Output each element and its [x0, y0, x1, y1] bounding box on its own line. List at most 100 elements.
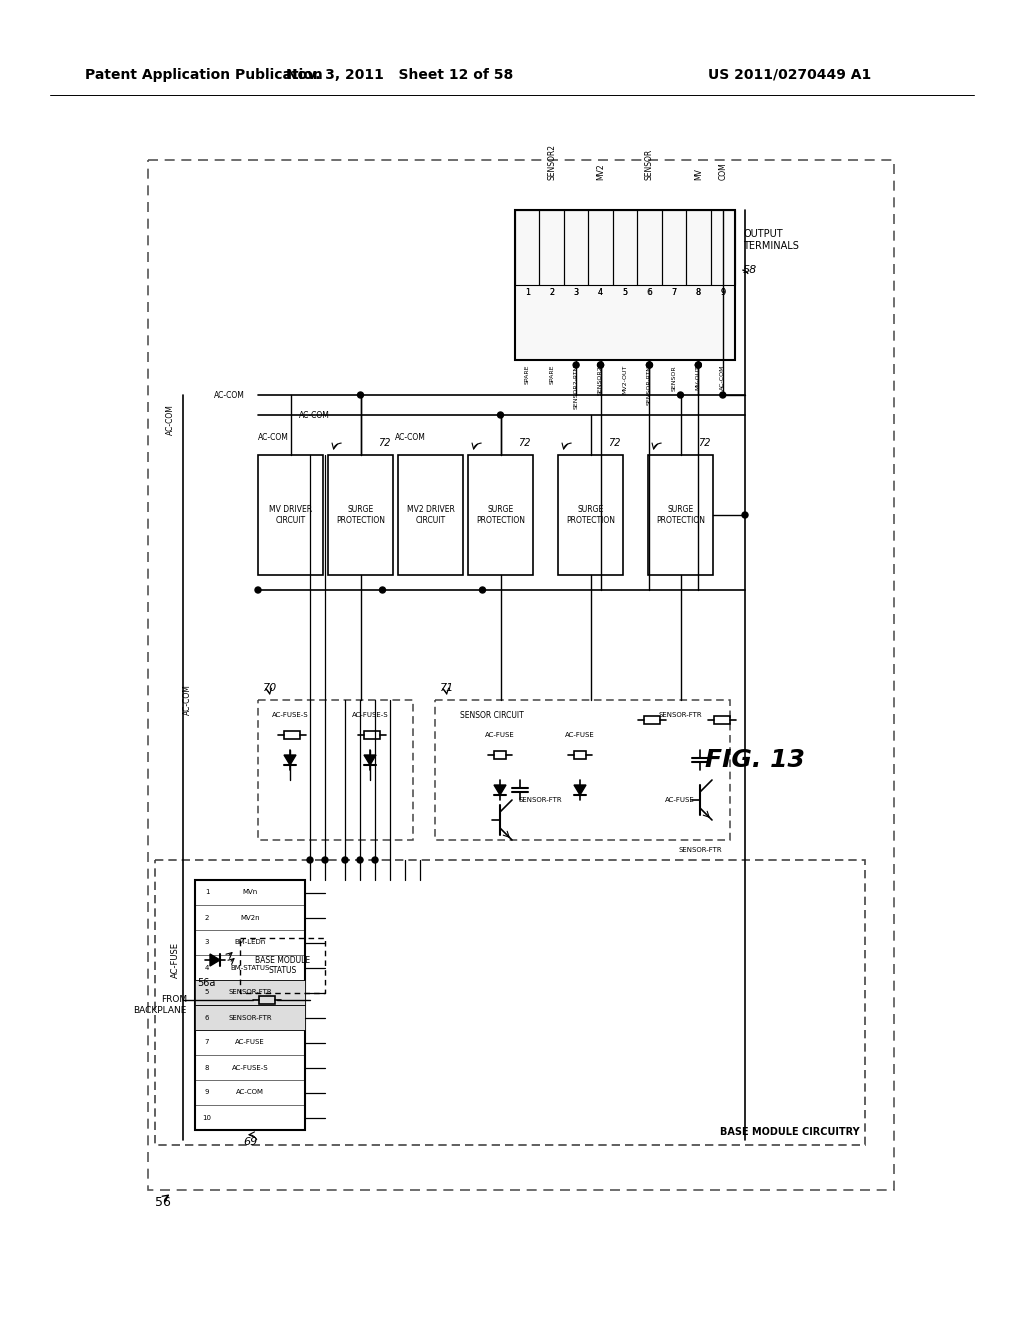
Text: 3: 3	[573, 288, 579, 297]
Bar	[195, 979, 305, 1005]
Text: AC-FUSE: AC-FUSE	[565, 733, 595, 738]
Text: 6: 6	[205, 1015, 209, 1020]
Bar	[148, 160, 894, 1191]
Circle shape	[695, 362, 701, 368]
Circle shape	[498, 412, 504, 418]
Text: Patent Application Publication: Patent Application Publication	[85, 69, 323, 82]
Text: OUTPUT
TERMINALS: OUTPUT TERMINALS	[743, 230, 799, 251]
Text: 1: 1	[525, 288, 529, 297]
Circle shape	[307, 857, 313, 863]
Text: 8: 8	[205, 1064, 209, 1071]
Text: AC-FUSE-S: AC-FUSE-S	[351, 711, 388, 718]
Circle shape	[357, 857, 362, 863]
Text: 10: 10	[203, 1114, 212, 1121]
Text: MV2: MV2	[596, 164, 605, 180]
Text: 7: 7	[205, 1040, 209, 1045]
Text: 72: 72	[518, 438, 531, 447]
Text: SENSOR: SENSOR	[645, 149, 654, 180]
Bar	[435, 700, 730, 840]
Text: BM-LEDn: BM-LEDn	[234, 940, 265, 945]
Circle shape	[742, 512, 748, 517]
Bar	[364, 731, 380, 739]
Text: FIG. 13: FIG. 13	[706, 748, 805, 772]
Text: 4: 4	[598, 288, 603, 297]
Text: SURGE
PROTECTION: SURGE PROTECTION	[566, 506, 615, 525]
Circle shape	[573, 362, 580, 368]
Text: Nov. 3, 2011   Sheet 12 of 58: Nov. 3, 2011 Sheet 12 of 58	[287, 69, 514, 82]
Text: 8: 8	[696, 288, 700, 297]
Text: AC-COM: AC-COM	[183, 685, 193, 715]
Text: 7: 7	[671, 288, 677, 297]
Text: 8: 8	[695, 288, 701, 297]
Bar	[258, 455, 323, 576]
Bar	[284, 731, 300, 739]
Text: 4: 4	[598, 288, 603, 297]
Text: AC-FUSE: AC-FUSE	[236, 1040, 265, 1045]
Text: 2: 2	[205, 915, 209, 920]
Text: AC-FUSE: AC-FUSE	[171, 942, 179, 978]
Bar	[637, 210, 662, 285]
Text: 2: 2	[549, 288, 554, 297]
Text: SENSOR-FTR: SENSOR-FTR	[658, 711, 701, 718]
Text: AC-COM: AC-COM	[395, 433, 426, 442]
Text: 72: 72	[608, 438, 621, 447]
Text: 58: 58	[743, 265, 758, 275]
Circle shape	[678, 392, 683, 399]
Polygon shape	[284, 755, 296, 766]
Text: MV2-OUT: MV2-OUT	[623, 366, 628, 395]
Bar	[558, 455, 623, 576]
Text: AC-COM: AC-COM	[166, 404, 175, 436]
Text: 9: 9	[720, 288, 725, 297]
Text: 72: 72	[698, 438, 711, 447]
Text: SENSOR-FTR: SENSOR-FTR	[678, 847, 722, 853]
Text: SPARE: SPARE	[524, 366, 529, 384]
Text: MV: MV	[694, 168, 702, 180]
Text: 70: 70	[263, 682, 278, 693]
Text: 5: 5	[623, 288, 628, 297]
Text: MV DRIVER
CIRCUIT: MV DRIVER CIRCUIT	[269, 506, 312, 525]
Polygon shape	[494, 785, 506, 795]
Text: BASE MODULE
STATUS: BASE MODULE STATUS	[255, 956, 310, 975]
Bar	[574, 751, 586, 759]
Text: COM: COM	[718, 162, 727, 180]
Bar	[711, 210, 735, 285]
Text: SENSOR-FTR: SENSOR-FTR	[228, 990, 271, 995]
Bar	[515, 210, 735, 360]
Text: BM-STATUS: BM-STATUS	[230, 965, 269, 970]
Text: SENSOR-RTN: SENSOR-RTN	[647, 366, 652, 405]
Bar	[398, 455, 463, 576]
Text: 2: 2	[549, 288, 554, 297]
Bar	[612, 210, 637, 285]
Circle shape	[479, 587, 485, 593]
Text: 7: 7	[672, 288, 676, 297]
Bar	[540, 210, 564, 285]
Text: MV2n: MV2n	[241, 915, 260, 920]
Text: 6: 6	[647, 288, 652, 297]
Bar	[155, 861, 865, 1144]
Text: SENSOR CIRCUIT: SENSOR CIRCUIT	[460, 710, 523, 719]
Circle shape	[255, 587, 261, 593]
Text: AC-FUSE: AC-FUSE	[485, 733, 515, 738]
Text: 71: 71	[440, 682, 455, 693]
Text: SENSOR2-RTN: SENSOR2-RTN	[573, 366, 579, 409]
Text: 9: 9	[205, 1089, 209, 1096]
Circle shape	[598, 362, 603, 368]
Text: AC-COM: AC-COM	[236, 1089, 264, 1096]
Circle shape	[357, 392, 364, 399]
Bar	[195, 880, 305, 1130]
Bar	[662, 210, 686, 285]
Text: AC-FUSE-S: AC-FUSE-S	[271, 711, 308, 718]
Text: 56a: 56a	[197, 978, 215, 987]
Text: 72: 72	[379, 438, 391, 447]
Bar	[714, 715, 730, 723]
Text: 3: 3	[573, 288, 579, 297]
Bar	[686, 210, 711, 285]
Circle shape	[322, 857, 328, 863]
Circle shape	[720, 392, 726, 399]
Bar	[328, 455, 393, 576]
Text: SENSOR-FTR: SENSOR-FTR	[518, 797, 562, 803]
Text: MVn: MVn	[243, 890, 258, 895]
Bar	[259, 997, 275, 1005]
Circle shape	[372, 857, 378, 863]
Text: 56: 56	[155, 1196, 171, 1209]
